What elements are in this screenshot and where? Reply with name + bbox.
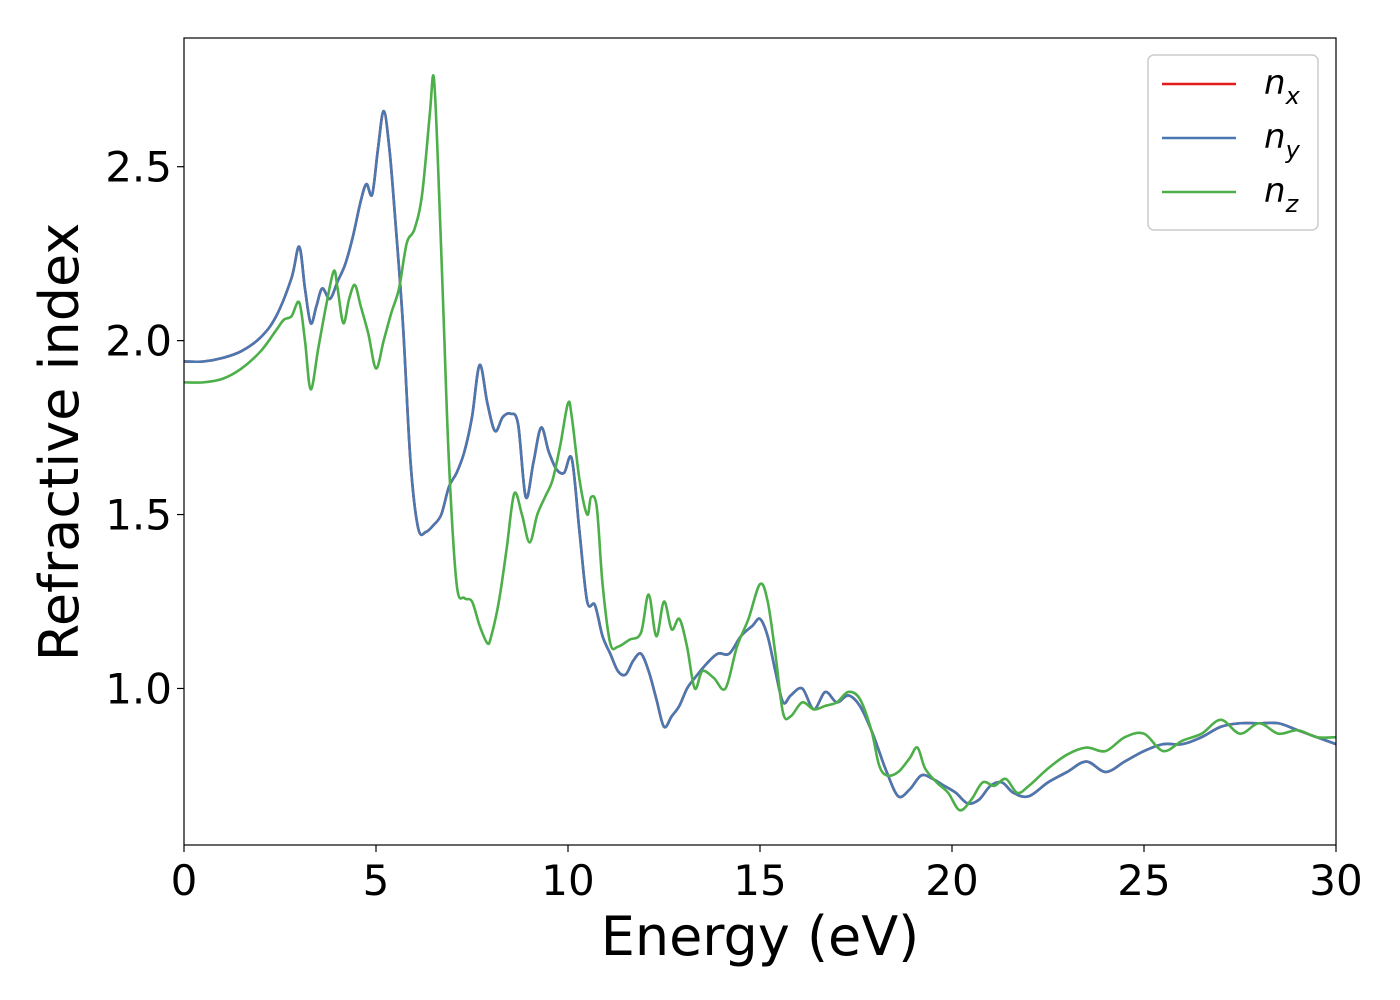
x-tick-label: 0 [171, 856, 198, 905]
x-tick-label: 30 [1309, 856, 1362, 905]
x-axis-ticks: 0 5 10 15 20 25 30 [171, 845, 1363, 905]
y-axis-title: Refractive index [28, 223, 91, 662]
x-axis-title: Energy (eV) [601, 905, 920, 968]
legend: nx ny nz [1147, 54, 1319, 231]
x-tick-label: 10 [541, 856, 594, 905]
y-tick-label: 1.0 [105, 664, 172, 713]
x-tick-label: 25 [1117, 856, 1170, 905]
legend-label-z: nz [1264, 171, 1300, 218]
series-layer [183, 74, 1337, 812]
legend-label-x: nx [1264, 63, 1301, 110]
x-tick-label: 15 [733, 856, 786, 905]
y-tick-label: 2.0 [105, 317, 172, 366]
legend-label-y: ny [1264, 117, 1301, 164]
series-line-z [183, 74, 1337, 812]
y-tick-label: 2.5 [105, 143, 172, 192]
legend-box [1147, 54, 1319, 231]
x-tick-label: 20 [925, 856, 978, 905]
y-tick-label: 1.5 [105, 491, 172, 540]
x-tick-label: 5 [363, 856, 390, 905]
y-axis-ticks: 1.0 1.5 2.0 2.5 [105, 143, 184, 713]
